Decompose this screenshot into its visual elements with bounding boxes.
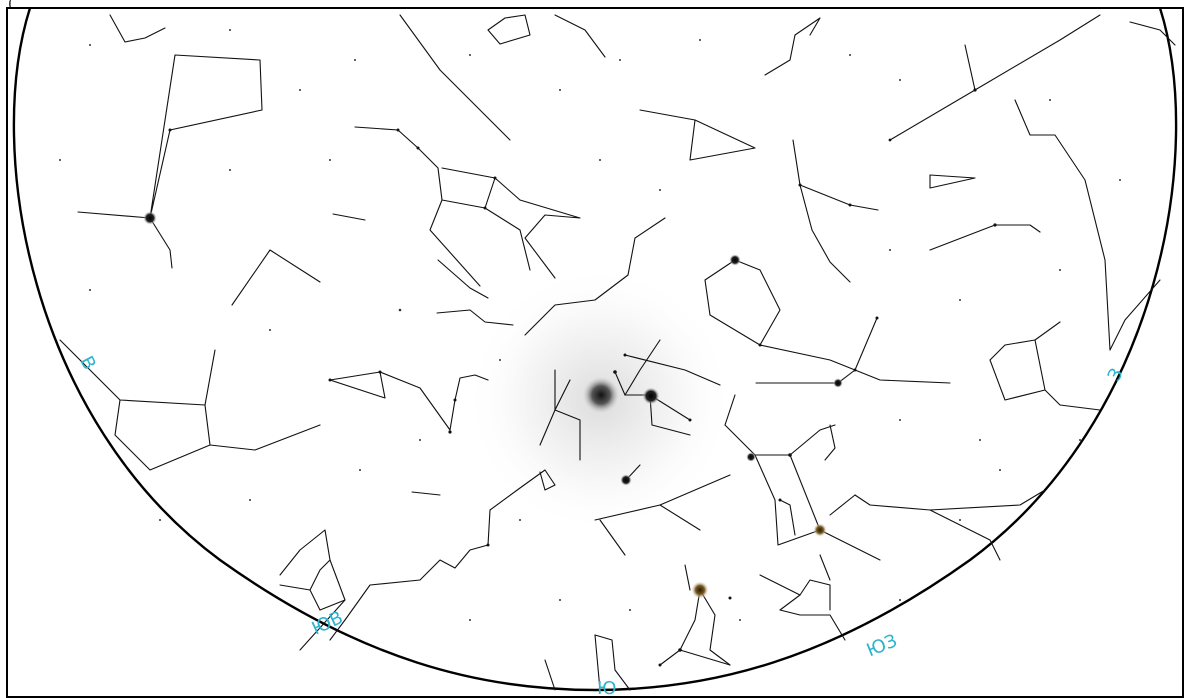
bright-stars <box>143 211 843 599</box>
direction-south-label: Ю <box>597 678 616 698</box>
constellation-stars <box>168 88 997 667</box>
horizon-circle <box>12 7 1178 692</box>
moon-glow <box>581 375 621 415</box>
direction-east-label: В <box>75 353 99 374</box>
faint-stars <box>59 29 1121 621</box>
direction-west-label: З <box>1104 365 1128 385</box>
direction-south-east-label: ЮВ <box>309 607 347 639</box>
header-caption: ( <box>8 0 14 8</box>
page-frame <box>6 7 1184 698</box>
direction-south-west-label: ЮЗ <box>864 630 901 661</box>
